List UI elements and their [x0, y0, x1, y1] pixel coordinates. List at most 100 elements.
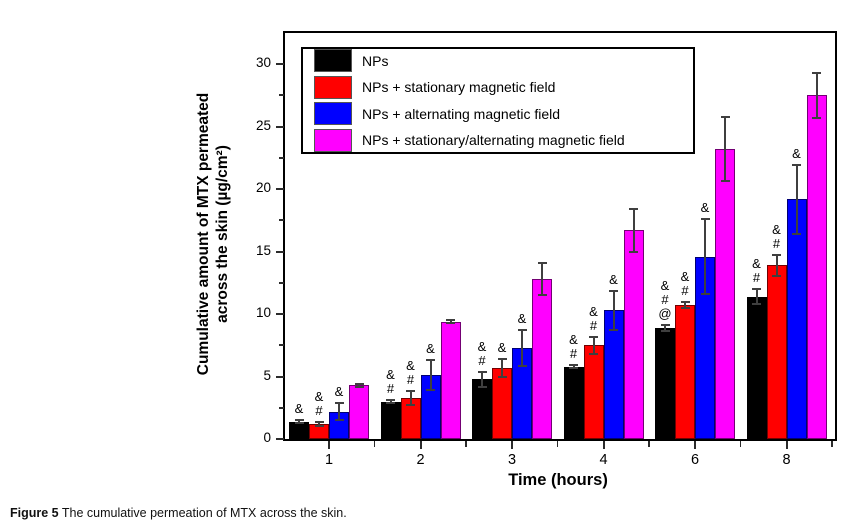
legend-item-1: NPs + stationary magnetic field: [314, 75, 693, 100]
error-bar-cap: [386, 401, 395, 404]
significance-symbol: &: [334, 383, 344, 399]
error-bar: [755, 289, 758, 305]
bar-s3-t6: [715, 149, 735, 439]
error-bar: [358, 384, 360, 387]
significance-symbol: &: [660, 277, 670, 293]
y-tick-label: 0: [263, 430, 271, 445]
error-bar-cap: [517, 328, 527, 331]
error-bar: [501, 359, 503, 377]
significance-annotation: & # @: [653, 277, 677, 321]
significance-symbol: &: [772, 221, 781, 237]
x-minor-tick: [648, 441, 650, 447]
error-bar-cap: [609, 289, 618, 292]
significance-annotation: & #: [582, 303, 606, 333]
error-bar-cap: [752, 288, 761, 291]
figure-caption-text: The cumulative permeation of MTX across …: [58, 506, 347, 520]
error-bar-cap: [477, 385, 487, 388]
significance-annotation: & #: [379, 368, 403, 396]
error-bar: [318, 422, 320, 426]
significance-symbol: #: [661, 291, 669, 307]
y-minor-tick: [279, 156, 284, 159]
bar-s1-t3: [492, 367, 512, 439]
error-bar-cap: [772, 253, 781, 256]
significance-symbol: &: [477, 338, 487, 354]
error-bar-cap: [537, 262, 547, 265]
significance-symbol: #: [569, 345, 578, 361]
significance-annotation: &: [510, 311, 534, 326]
error-bar-cap: [314, 421, 324, 424]
x-tick-label: 6: [690, 452, 700, 468]
legend-item-2: NPs + alternating magnetic field: [314, 102, 693, 126]
error-bar-cap: [569, 367, 578, 370]
y-minor-tick: [279, 406, 284, 409]
x-minor-tick: [556, 441, 559, 447]
y-tick: [276, 250, 284, 253]
significance-symbol: &: [680, 269, 690, 285]
y-tick-label: 15: [255, 242, 271, 258]
error-bar-cap: [629, 251, 638, 254]
x-axis-title: Time (hours): [508, 471, 608, 489]
significance-annotation: & #: [765, 221, 789, 251]
significance-symbol: #: [315, 403, 323, 419]
bar-s1-t6: [675, 305, 695, 439]
error-bar: [815, 72, 818, 118]
y-minor-tick: [279, 281, 284, 284]
legend-swatch: [314, 102, 352, 126]
x-minor-tick: [373, 441, 376, 447]
y-minor-tick: [279, 219, 284, 222]
error-bar: [541, 263, 543, 295]
significance-symbol: #: [406, 371, 415, 387]
significance-symbol: #: [386, 381, 395, 397]
error-bar-cap: [386, 399, 395, 402]
x-tick-label: 3: [507, 452, 517, 468]
y-axis-title-line2: across the skin (µg/cm²): [214, 145, 231, 323]
significance-annotation: &: [602, 272, 626, 287]
significance-symbol: &: [294, 401, 304, 417]
legend-item-3: NPs + stationary/alternating magnetic fi…: [314, 128, 693, 153]
x-minor-tick: [739, 441, 742, 447]
error-bar-cap: [812, 116, 821, 119]
error-bar-cap: [334, 419, 344, 422]
significance-annotation: &: [693, 201, 717, 215]
error-bar: [684, 302, 686, 309]
error-bar-cap: [517, 364, 527, 367]
y-tick-label: 25: [255, 117, 271, 133]
y-tick: [276, 438, 284, 440]
bar-s1-t8: [766, 265, 787, 439]
error-bar-cap: [446, 321, 455, 324]
legend-item-0: NPs: [314, 49, 693, 73]
significance-symbol: @: [658, 305, 672, 321]
error-bar-cap: [720, 116, 730, 119]
error-bar-cap: [792, 232, 801, 235]
bar-s3-t8: [806, 95, 827, 439]
y-tick-label: 20: [255, 180, 271, 196]
error-bar: [298, 420, 300, 423]
figure-caption: Figure 5 The cumulative permeation of MT…: [10, 506, 347, 520]
significance-symbol: &: [386, 367, 395, 383]
error-bar-cap: [772, 274, 781, 277]
error-bar: [521, 329, 523, 366]
bar-s3-t2: [440, 321, 461, 439]
x-tick: [602, 441, 605, 449]
error-bar: [592, 336, 595, 355]
error-bar: [664, 324, 666, 331]
significance-symbol: &: [589, 303, 598, 319]
y-tick: [276, 63, 284, 66]
significance-symbol: &: [752, 256, 761, 272]
error-bar-cap: [406, 389, 415, 392]
error-bar-cap: [609, 328, 618, 331]
error-bar-cap: [477, 370, 487, 373]
y-minor-tick: [279, 94, 284, 97]
y-tick: [276, 375, 284, 378]
legend-label: NPs + stationary magnetic field: [362, 79, 556, 96]
error-bar-cap: [752, 303, 761, 306]
significance-symbol: &: [569, 331, 578, 347]
y-tick: [276, 125, 284, 128]
significance-annotation: & #: [470, 338, 494, 368]
error-bar-cap: [720, 180, 730, 183]
error-bar-cap: [569, 363, 578, 366]
significance-symbol: &: [406, 357, 415, 373]
significance-annotation: & #: [562, 331, 586, 361]
legend-swatch: [314, 128, 352, 152]
